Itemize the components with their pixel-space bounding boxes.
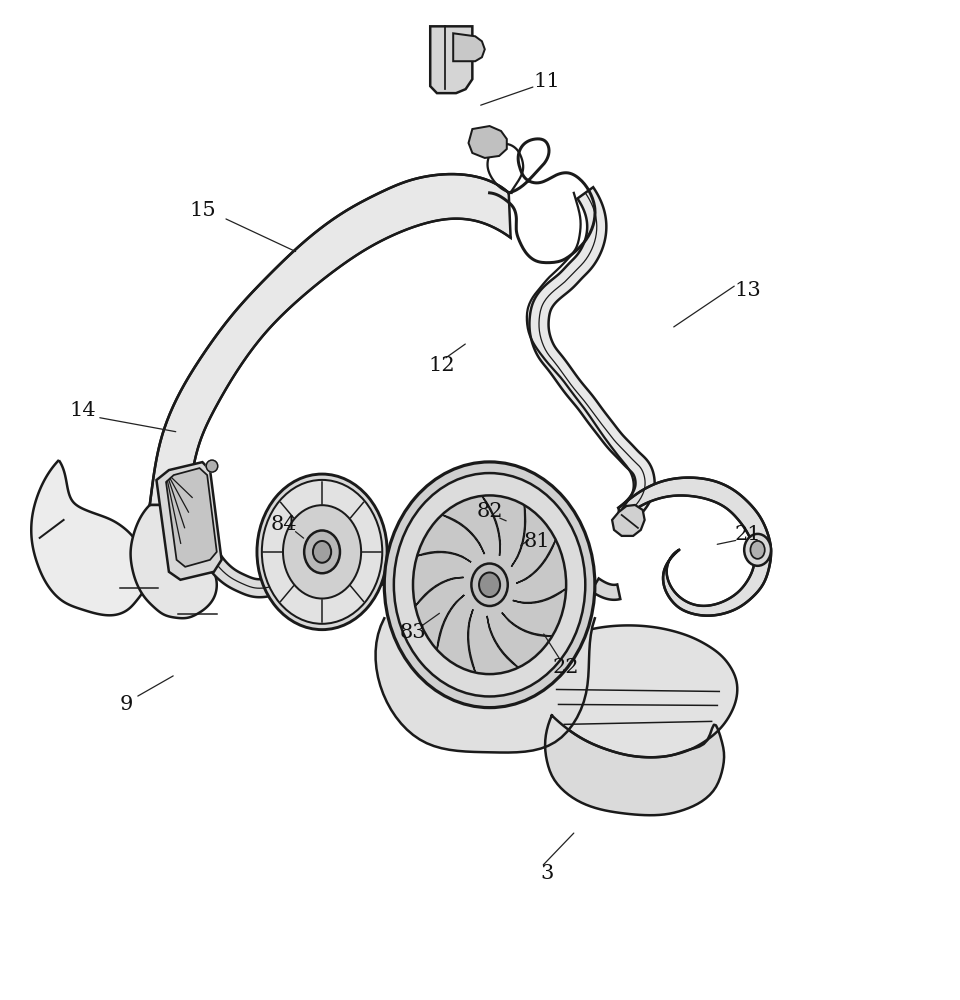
Text: 12: 12 [428,356,455,375]
Ellipse shape [304,530,340,573]
Ellipse shape [394,473,586,696]
Polygon shape [417,552,471,562]
Ellipse shape [283,505,361,599]
Text: 11: 11 [534,72,561,91]
Text: 84: 84 [271,515,297,534]
Ellipse shape [751,541,765,559]
Polygon shape [442,515,485,554]
Polygon shape [512,505,525,567]
Ellipse shape [744,534,771,566]
Ellipse shape [413,495,566,674]
Polygon shape [180,502,304,597]
Polygon shape [529,187,655,524]
Ellipse shape [471,564,508,606]
Text: 15: 15 [189,201,216,220]
Polygon shape [516,540,556,583]
Polygon shape [150,174,511,505]
Polygon shape [32,460,147,615]
Ellipse shape [313,541,331,563]
Polygon shape [513,589,566,603]
Text: 83: 83 [399,623,426,642]
Ellipse shape [257,474,387,630]
Ellipse shape [262,480,382,624]
Polygon shape [545,715,724,815]
Polygon shape [430,26,472,93]
Polygon shape [437,595,465,650]
Text: 14: 14 [69,401,96,420]
Text: 9: 9 [119,695,132,714]
Text: 13: 13 [734,281,761,300]
Polygon shape [166,468,217,567]
Ellipse shape [479,572,500,597]
Polygon shape [377,551,394,585]
Polygon shape [375,618,595,753]
Text: 3: 3 [540,864,554,883]
Circle shape [206,460,218,472]
Text: 21: 21 [734,525,761,544]
Polygon shape [156,462,222,580]
Text: 82: 82 [476,502,503,521]
Polygon shape [619,478,771,616]
Polygon shape [416,577,464,606]
Text: 81: 81 [524,532,551,551]
Polygon shape [487,616,518,668]
Polygon shape [468,126,507,158]
Polygon shape [482,496,500,556]
Text: 22: 22 [553,658,580,677]
Ellipse shape [384,462,595,708]
Polygon shape [612,505,645,536]
Polygon shape [591,578,620,600]
Polygon shape [131,505,217,618]
Polygon shape [514,625,737,757]
Polygon shape [468,609,475,673]
Polygon shape [453,33,485,61]
Polygon shape [502,613,552,636]
